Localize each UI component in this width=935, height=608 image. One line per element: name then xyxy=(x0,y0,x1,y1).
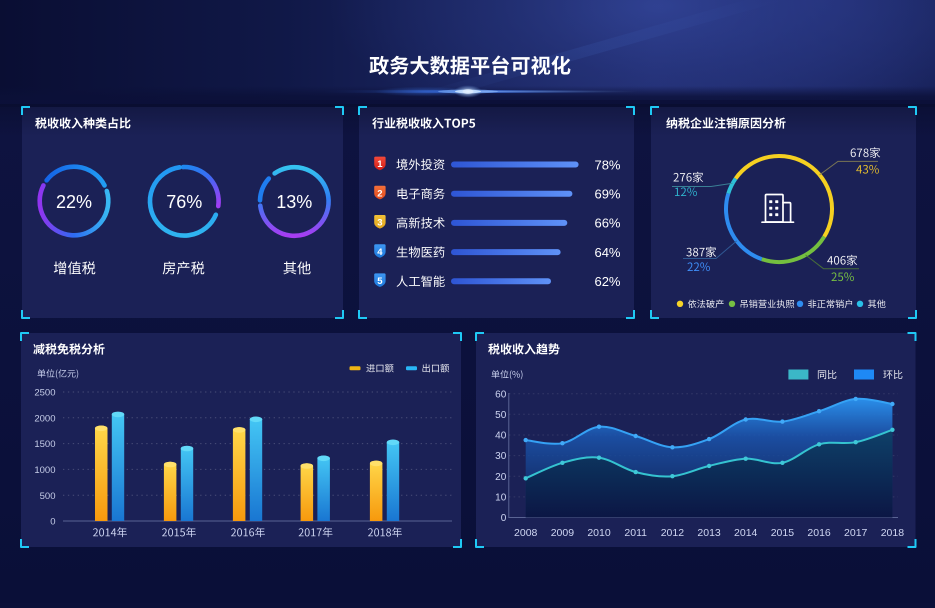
svg-text:5: 5 xyxy=(377,276,383,287)
svg-text:20: 20 xyxy=(495,472,507,483)
svg-text:69%: 69% xyxy=(594,187,620,202)
svg-text:2010: 2010 xyxy=(587,527,611,539)
svg-text:40: 40 xyxy=(495,431,507,442)
svg-text:4: 4 xyxy=(377,247,383,258)
svg-text:2013: 2013 xyxy=(697,527,721,539)
svg-text:62%: 62% xyxy=(594,274,620,289)
svg-text:2018: 2018 xyxy=(881,527,905,539)
svg-text:0: 0 xyxy=(50,517,55,528)
svg-text:2015: 2015 xyxy=(771,527,795,539)
svg-text:30: 30 xyxy=(495,451,507,462)
svg-text:2009: 2009 xyxy=(551,527,575,539)
svg-text:2011: 2011 xyxy=(624,527,647,539)
svg-text:2017: 2017 xyxy=(844,527,868,539)
svg-text:2014: 2014 xyxy=(734,527,758,539)
svg-text:78%: 78% xyxy=(594,157,620,172)
svg-text:10: 10 xyxy=(495,493,507,504)
svg-text:66%: 66% xyxy=(594,216,620,231)
svg-text:76%: 76% xyxy=(166,192,202,212)
svg-text:0: 0 xyxy=(501,513,507,524)
svg-text:1500: 1500 xyxy=(34,439,55,450)
svg-text:2: 2 xyxy=(377,188,382,199)
svg-text:3: 3 xyxy=(377,218,382,229)
svg-text:2500: 2500 xyxy=(34,388,55,399)
svg-text:2008: 2008 xyxy=(514,527,538,539)
svg-text:60: 60 xyxy=(495,389,507,400)
svg-text:2016: 2016 xyxy=(807,527,831,539)
svg-text:500: 500 xyxy=(40,491,56,502)
svg-text:13%: 13% xyxy=(276,192,312,212)
svg-text:50: 50 xyxy=(495,410,507,421)
svg-text:1: 1 xyxy=(377,159,383,170)
svg-text:1000: 1000 xyxy=(34,465,55,476)
svg-text:2000: 2000 xyxy=(34,413,55,424)
svg-text:22%: 22% xyxy=(56,192,92,212)
svg-text:64%: 64% xyxy=(594,245,620,260)
svg-text:2012: 2012 xyxy=(661,527,685,539)
